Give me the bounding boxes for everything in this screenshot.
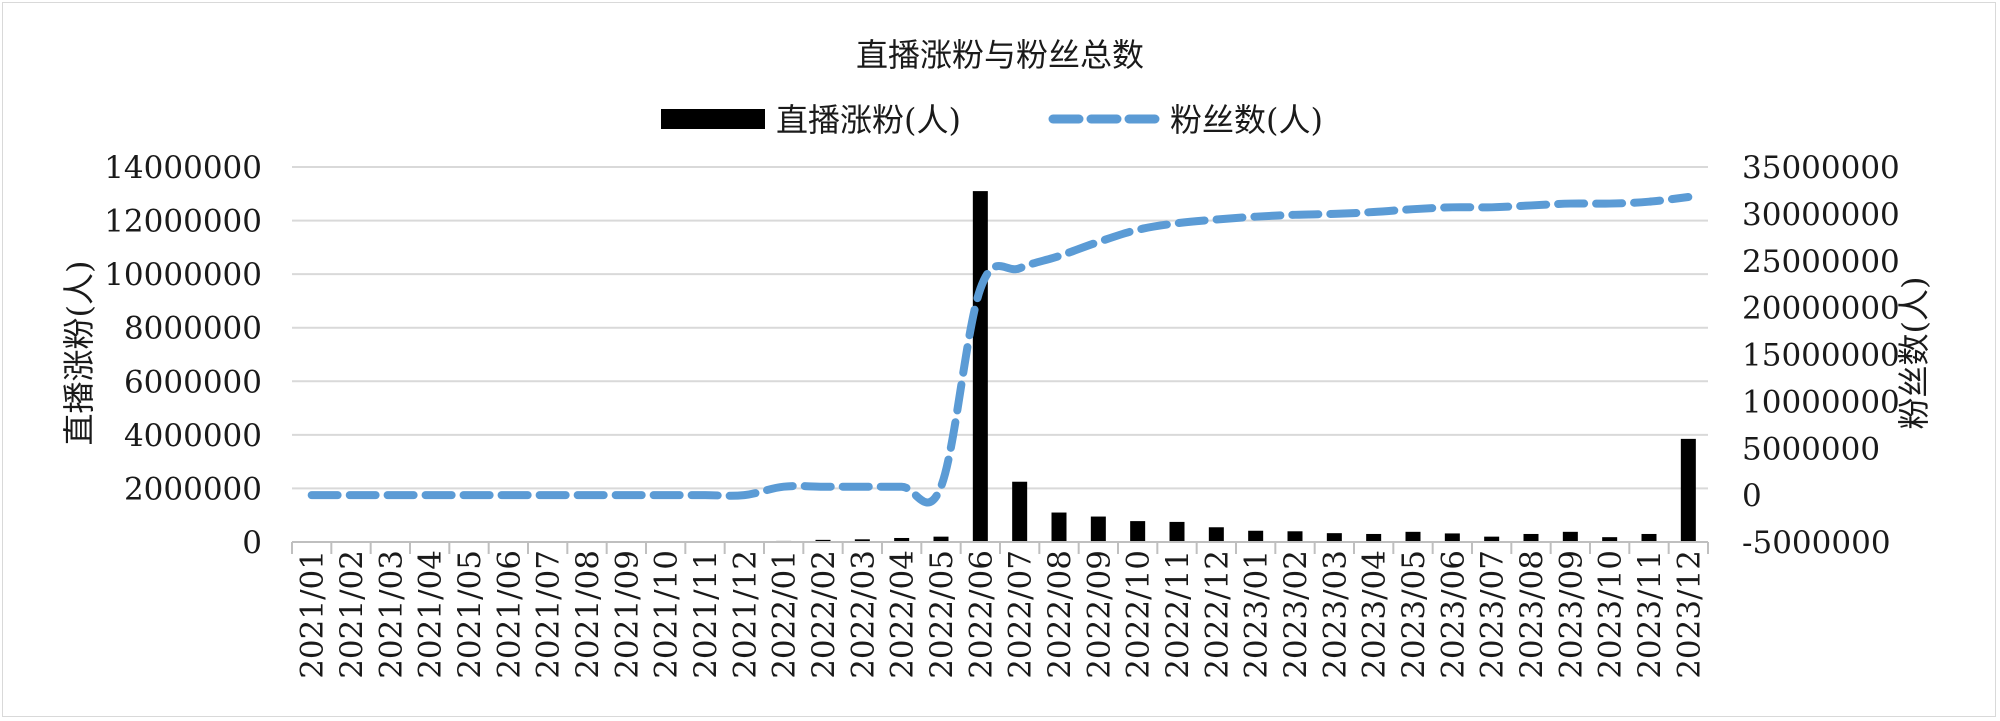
y-tick-label-right: 30000000 xyxy=(1742,197,1900,233)
legend: 直播涨粉(人) 粉丝数(人) xyxy=(661,101,1323,139)
legend-label-bar: 直播涨粉(人) xyxy=(776,101,961,139)
bar xyxy=(815,539,831,542)
y-tick-label-left: 2000000 xyxy=(124,471,262,507)
y-tick-label-right: 5000000 xyxy=(1742,431,1880,467)
bar xyxy=(1444,533,1460,542)
line-series xyxy=(307,193,1693,507)
x-tick-label: 2023/09 xyxy=(1553,550,1589,679)
fans-line xyxy=(307,193,1693,507)
y-tick-label-left: 0 xyxy=(242,525,262,561)
bar xyxy=(1562,531,1578,542)
x-tick-label: 2021/05 xyxy=(452,550,488,679)
x-tick-label: 2023/01 xyxy=(1239,550,1275,679)
x-tick-label: 2023/04 xyxy=(1357,550,1393,679)
y-tick-label-left: 14000000 xyxy=(104,150,262,186)
x-tick-label: 2022/05 xyxy=(924,550,960,679)
y-tick-label-right: 10000000 xyxy=(1742,384,1900,420)
x-tick-label: 2023/10 xyxy=(1593,550,1629,679)
y-tick-label-left: 6000000 xyxy=(124,364,262,400)
x-tick-label: 2021/03 xyxy=(373,550,409,679)
x-tick-label: 2022/11 xyxy=(1160,550,1196,679)
x-tick-label: 2021/06 xyxy=(491,550,527,679)
x-tick-label: 2022/02 xyxy=(806,550,842,679)
bar xyxy=(854,539,870,542)
x-tick-label: 2023/05 xyxy=(1396,550,1432,679)
y-axis-right-ticks: -5000000 0 5000000 10000000 15000000 20000000… xyxy=(1742,150,1900,561)
bar xyxy=(1405,531,1421,542)
x-tick-label: 2022/04 xyxy=(885,550,921,679)
bar xyxy=(1680,438,1696,542)
x-tick-label: 2021/02 xyxy=(334,550,370,679)
y-tick-label-right: 20000000 xyxy=(1742,291,1900,327)
bar xyxy=(1248,530,1264,542)
x-tick-label: 2023/02 xyxy=(1278,550,1314,679)
bar xyxy=(1602,537,1618,542)
x-tick-label: 2022/09 xyxy=(1081,550,1117,679)
y-tick-label-right: 15000000 xyxy=(1742,338,1900,374)
bar xyxy=(1326,533,1342,542)
x-tick-label: 2022/07 xyxy=(1003,550,1039,679)
bar xyxy=(1130,521,1146,542)
gridlines xyxy=(292,166,1708,490)
x-tick-label: 2021/07 xyxy=(531,550,567,679)
y-tick-label-left: 4000000 xyxy=(124,418,262,454)
bar xyxy=(972,191,988,542)
x-tick-label: 2021/01 xyxy=(295,550,331,679)
bar xyxy=(933,536,949,542)
y-tick-label-left: 8000000 xyxy=(124,311,262,347)
x-tick-label: 2021/04 xyxy=(413,550,449,679)
x-tick-label: 2023/06 xyxy=(1435,550,1471,679)
legend-bar-swatch xyxy=(661,109,765,129)
y-axis-label-left: 直播涨粉(人) xyxy=(60,261,98,446)
y-tick-label-right: 35000000 xyxy=(1742,150,1900,186)
y-tick-label-right: 0 xyxy=(1742,478,1762,514)
x-tick-label: 2021/08 xyxy=(570,550,606,679)
bar xyxy=(1523,533,1539,542)
x-tick-label: 2022/08 xyxy=(1042,550,1078,679)
legend-label-line: 粉丝数(人) xyxy=(1170,101,1323,139)
x-tick-label: 2022/10 xyxy=(1121,550,1157,679)
x-tick-label: 2023/07 xyxy=(1475,550,1511,679)
y-axis-label-right: 粉丝数(人) xyxy=(1895,277,1933,430)
bar xyxy=(1287,531,1303,542)
y-tick-label-right: 25000000 xyxy=(1742,244,1900,280)
x-axis-ticks: 2021/01 2021/02 2021/03 2021/04 2021/05 2021/… xyxy=(291,542,1709,679)
x-tick-label: 2022/03 xyxy=(845,550,881,679)
bar xyxy=(1484,536,1500,542)
x-tick-label: 2022/06 xyxy=(963,550,999,679)
x-tick-label: 2021/12 xyxy=(727,550,763,679)
x-tick-label: 2023/11 xyxy=(1632,550,1668,679)
x-tick-label: 2023/03 xyxy=(1317,550,1353,679)
x-tick-label: 2023/08 xyxy=(1514,550,1550,679)
y-tick-label-left: 10000000 xyxy=(104,257,262,293)
y-axis-left-ticks: 0 2000000 4000000 6000000 8000000 10000000 120… xyxy=(104,150,262,561)
bar xyxy=(1051,512,1067,542)
bar xyxy=(1208,527,1224,542)
bar xyxy=(1012,481,1028,542)
bar xyxy=(1090,516,1106,542)
bar xyxy=(894,537,910,542)
bar-series xyxy=(736,191,1696,542)
chart-title: 直播涨粉与粉丝总数 xyxy=(856,36,1144,74)
x-tick-label: 2021/10 xyxy=(649,550,685,679)
y-tick-label-right: -5000000 xyxy=(1742,525,1891,561)
x-tick-label: 2021/11 xyxy=(688,550,724,679)
x-tick-label: 2023/12 xyxy=(1671,550,1707,679)
bar xyxy=(1641,533,1657,542)
x-tick-label: 2021/09 xyxy=(609,550,645,679)
y-tick-label-left: 12000000 xyxy=(104,204,262,240)
x-tick-label: 2022/12 xyxy=(1199,550,1235,679)
bar xyxy=(1169,521,1185,542)
bar xyxy=(1366,533,1382,542)
x-tick-label: 2022/01 xyxy=(767,550,803,679)
